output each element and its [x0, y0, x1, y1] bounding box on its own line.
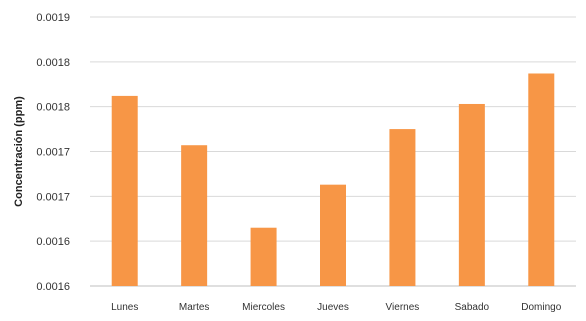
x-tick-label: Sabado: [455, 302, 490, 313]
y-tick-label: 0.0017: [36, 147, 70, 159]
x-tick-label: Viernes: [386, 302, 420, 313]
bar-sabado: [458, 103, 485, 286]
y-tick-label: 0.0016: [36, 281, 70, 293]
x-tick-label: Martes: [179, 302, 210, 313]
x-tick-label: Miercoles: [242, 302, 285, 313]
x-axis-categories: Lunes Martes Miercoles Jueves Viernes Sabado D…: [111, 302, 562, 313]
bar-martes: [181, 145, 208, 286]
y-tick-label: 0.0017: [36, 191, 70, 203]
bar-lunes: [111, 95, 138, 286]
y-tick-label: 0.0016: [36, 236, 70, 248]
x-tick-label: Jueves: [317, 302, 349, 313]
bar-domingo: [528, 73, 555, 287]
y-axis-ticks: 0.0016 0.0016 0.0017 0.0017 0.0018 0.0018 0.00…: [36, 12, 70, 293]
bar-jueves: [320, 184, 346, 286]
bar-miercoles: [250, 227, 277, 286]
x-tick-label: Domingo: [521, 302, 561, 313]
bar-viernes: [389, 129, 416, 286]
x-tick-label: Lunes: [111, 302, 138, 313]
y-tick-label: 0.0018: [36, 57, 70, 69]
y-tick-label: 0.0018: [36, 102, 70, 114]
y-axis-title: Concentración (ppm): [13, 96, 25, 207]
bars: [111, 73, 555, 287]
y-tick-label: 0.0019: [36, 12, 70, 24]
